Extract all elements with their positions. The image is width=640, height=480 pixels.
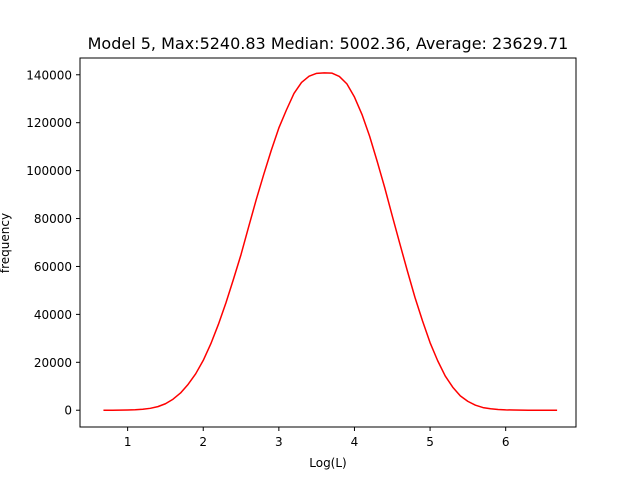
x-tick-label: 3 [275, 435, 283, 449]
x-tick-label: 4 [351, 435, 359, 449]
y-tick-label: 80000 [34, 212, 72, 226]
y-tick-label: 120000 [26, 116, 72, 130]
axes-frame [79, 57, 577, 428]
y-axis-label: frequency [0, 213, 12, 273]
y-tick-label: 100000 [26, 164, 72, 178]
chart-title: Model 5, Max:5240.83 Median: 5002.36, Av… [88, 34, 569, 53]
plot-area: 1 2 3 4 5 6 0 20000 40000 60000 80000 100000 120000 1… [26, 57, 577, 449]
x-tick-label: 2 [199, 435, 207, 449]
y-tick-label: 140000 [26, 68, 72, 82]
y-tick-label: 20000 [34, 356, 72, 370]
y-tick-label: 40000 [34, 308, 72, 322]
x-tick-label: 5 [426, 435, 434, 449]
x-axis-label: Log(L) [309, 456, 346, 470]
x-tick-label: 6 [502, 435, 510, 449]
y-tick-label: 0 [64, 404, 72, 418]
y-tick-label: 60000 [34, 260, 72, 274]
series-line-1 [103, 72, 558, 411]
x-tick-label: 1 [124, 435, 132, 449]
